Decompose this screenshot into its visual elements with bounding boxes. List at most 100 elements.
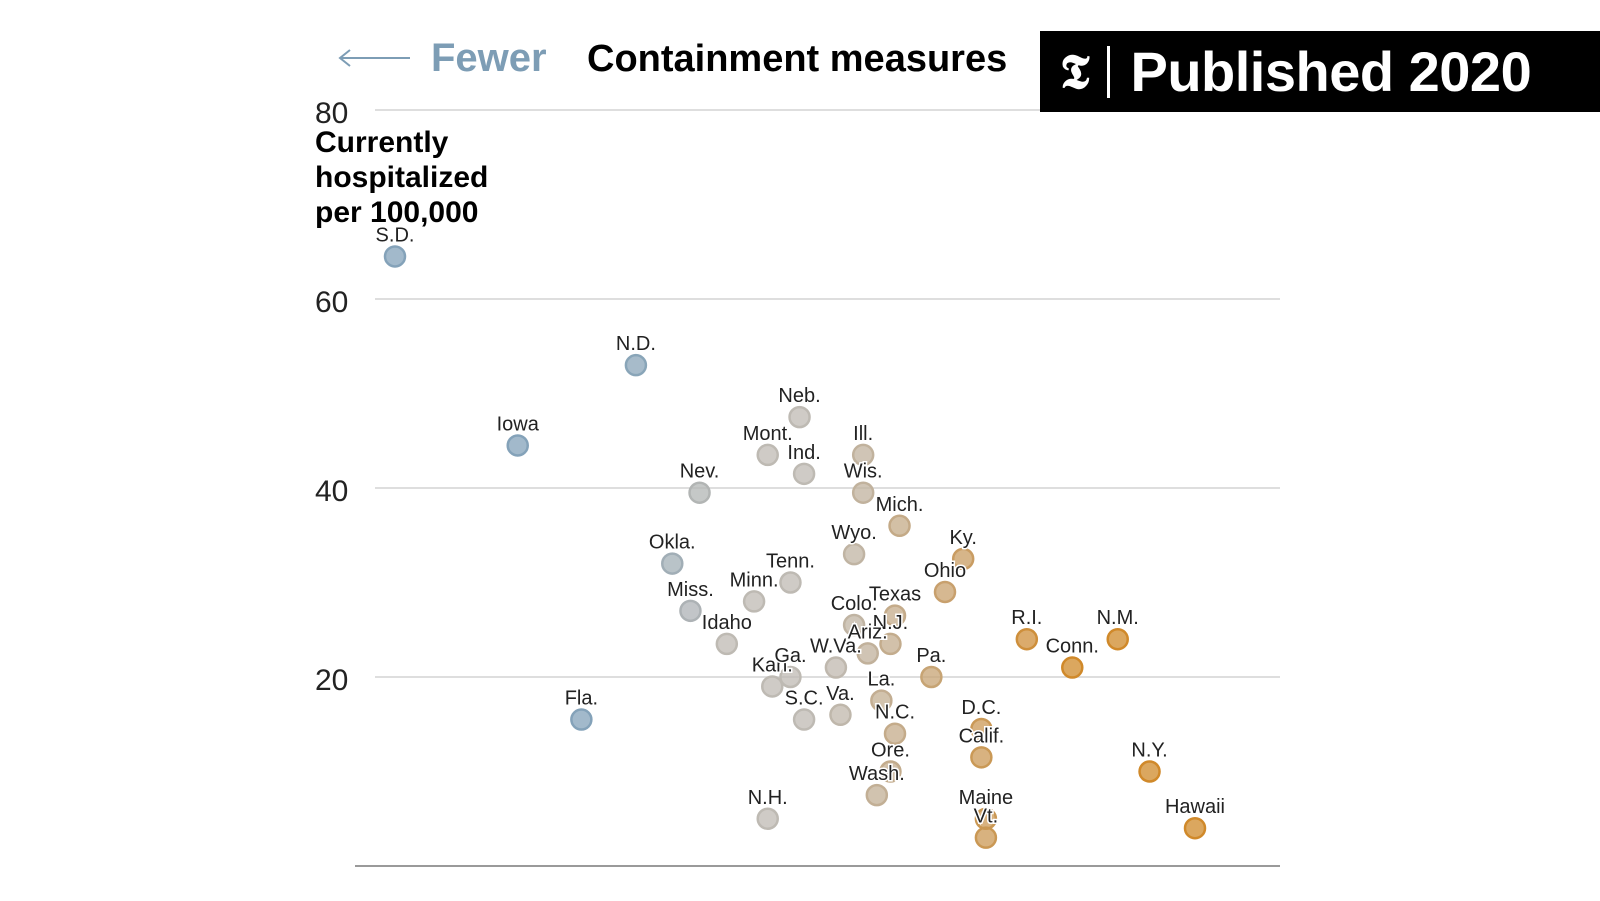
- data-point: [756, 443, 779, 467]
- data-point: [933, 580, 957, 604]
- y-axis-label-line: hospitalized: [315, 161, 488, 194]
- data-point: [779, 571, 802, 594]
- point-label: Minn.: [730, 569, 779, 591]
- data-point: [842, 613, 866, 637]
- point-label: Pa.: [916, 645, 946, 667]
- point-label: W.Va.: [810, 636, 862, 658]
- data-point: [970, 746, 993, 769]
- point-label: N.D.: [616, 333, 656, 355]
- point-label: Wyo.: [831, 522, 876, 544]
- badge-divider: [1107, 45, 1111, 98]
- point-label: N.C.: [875, 702, 915, 724]
- fewer-label: Fewer: [431, 36, 547, 80]
- data-point: [788, 405, 811, 429]
- data-point: [1106, 627, 1129, 651]
- x-axis-title: Containment measures: [587, 38, 1007, 80]
- y-axis-label-line: per 100,000: [315, 196, 478, 229]
- data-point: [761, 675, 784, 698]
- data-point: [1061, 656, 1084, 679]
- chart-header: Fewer Containment measures: [338, 36, 1007, 80]
- data-point: [865, 783, 889, 807]
- data-point: [715, 632, 739, 656]
- data-point: [1015, 627, 1039, 651]
- point-label: Ariz.: [848, 621, 888, 643]
- data-point: [851, 443, 875, 467]
- point-label: Mont.: [743, 423, 793, 445]
- point-label: Idaho: [702, 612, 752, 634]
- point-label: Ohio: [924, 560, 966, 582]
- data-point: [970, 717, 993, 741]
- y-tick-label: 60: [315, 286, 348, 319]
- data-point: [974, 826, 998, 849]
- nyt-t-logo-icon: 𝕿: [1060, 43, 1090, 100]
- arrow-left-icon: [338, 49, 351, 67]
- point-label: Va.: [826, 683, 855, 705]
- data-point: [1183, 816, 1207, 840]
- point-label: Ore.: [871, 740, 910, 762]
- data-point: [879, 760, 902, 783]
- data-point: [661, 552, 684, 575]
- data-point: [383, 245, 407, 268]
- data-point: [688, 481, 711, 504]
- point-label: Hawaii: [1165, 796, 1225, 818]
- point-label: Nev.: [680, 461, 720, 483]
- point-label: Conn.: [1046, 636, 1099, 658]
- published-badge: 𝕿 Published 2020: [1040, 31, 1600, 112]
- data-point: [824, 656, 848, 679]
- data-point: [1138, 760, 1161, 783]
- data-point: [679, 599, 702, 623]
- data-point: [870, 689, 893, 712]
- point-label: Calif.: [959, 725, 1005, 747]
- data-point: [951, 547, 975, 571]
- data-point: [879, 632, 902, 656]
- data-point: [856, 642, 879, 665]
- point-label: Ky.: [949, 527, 976, 549]
- y-axis-ticks: 80 60 40 20: [315, 97, 348, 697]
- data-point: [506, 434, 529, 457]
- point-label: N.M.: [1097, 607, 1139, 629]
- point-label: Ind.: [787, 442, 820, 464]
- y-tick-label: 80: [315, 97, 348, 130]
- point-label: Mich.: [876, 494, 924, 516]
- data-point: [920, 665, 943, 689]
- data-point: [883, 604, 907, 627]
- point-label: Iowa: [497, 413, 540, 435]
- data-point: [829, 703, 852, 727]
- data-point: [779, 665, 802, 689]
- point-label: Wis.: [844, 461, 883, 483]
- data-point: [883, 722, 907, 745]
- data-point: [851, 481, 875, 504]
- data-point: [570, 708, 593, 731]
- data-points: [383, 245, 1207, 849]
- data-point: [888, 514, 911, 538]
- point-label: Okla.: [649, 532, 696, 554]
- y-tick-label: 20: [315, 664, 348, 697]
- data-point: [792, 708, 816, 731]
- y-axis-label-line: Currently: [315, 126, 449, 159]
- point-label: Vt.: [974, 806, 998, 828]
- point-label: Neb.: [778, 385, 820, 407]
- point-label: Wash.: [849, 763, 905, 785]
- point-label: S.C.: [785, 688, 824, 710]
- point-label: Maine: [959, 787, 1013, 809]
- point-label: Colo.: [831, 593, 878, 615]
- point-label: Miss.: [667, 579, 714, 601]
- point-label: Texas: [869, 584, 921, 606]
- data-point: [792, 462, 816, 486]
- point-label: S.D.: [376, 224, 415, 246]
- point-labels: S.D. N.D. Iowa Nev. Okla. Miss. Idaho Fla. Neb. M…: [374, 223, 1226, 829]
- point-label: N.Y.: [1131, 740, 1167, 762]
- point-label: Tenn.: [766, 551, 815, 573]
- data-point: [842, 542, 866, 566]
- point-label: N.J.: [873, 612, 909, 634]
- point-label: Ill.: [853, 423, 873, 445]
- data-point: [742, 590, 766, 613]
- data-point: [756, 807, 779, 830]
- published-label: Published 2020: [1130, 40, 1532, 103]
- point-label: La.: [867, 669, 895, 691]
- point-label: Ga.: [774, 645, 806, 667]
- point-label: Kan.: [752, 654, 793, 676]
- point-label: N.H.: [748, 787, 788, 809]
